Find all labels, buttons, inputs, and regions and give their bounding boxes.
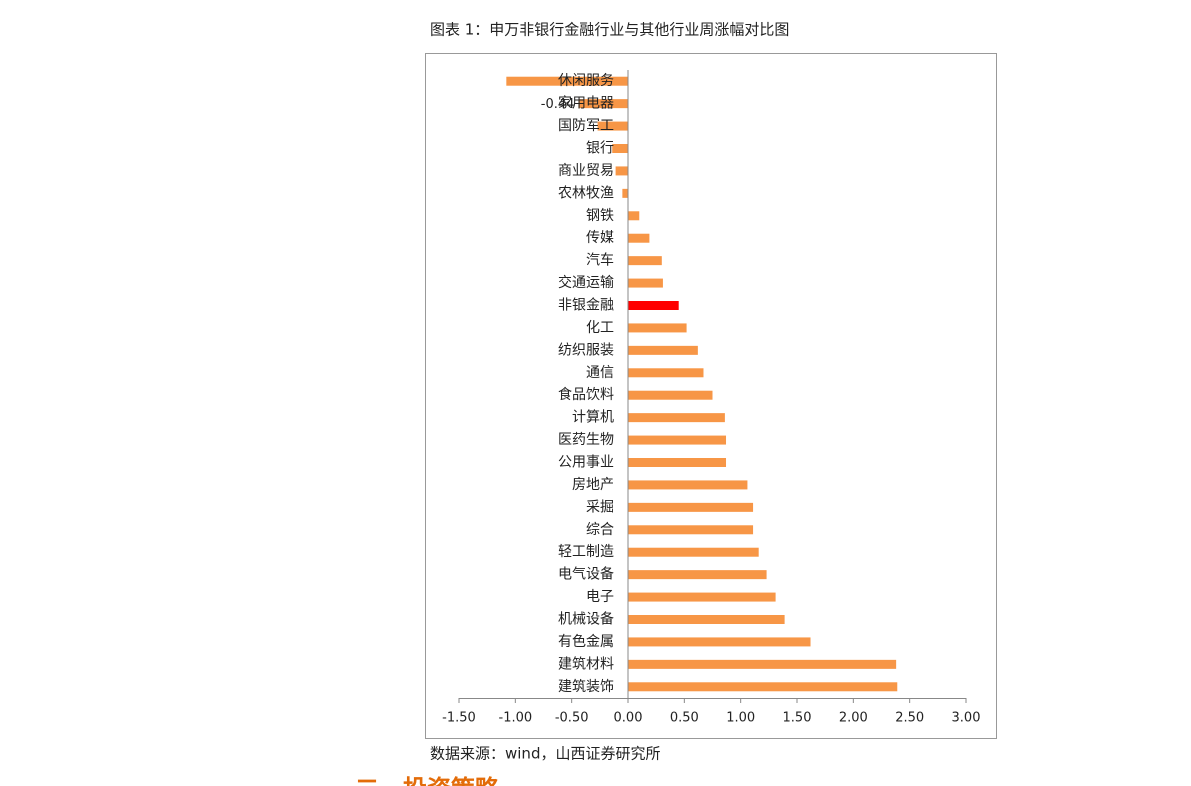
y-tick-label: 家用电器 bbox=[558, 95, 614, 112]
bar bbox=[628, 233, 650, 243]
y-tick-label: 计算机 bbox=[572, 410, 614, 426]
y-tick-label: 银行 bbox=[586, 141, 614, 157]
y-tick-label: 机械设备 bbox=[558, 611, 614, 628]
y-tick-label: 通信 bbox=[586, 365, 614, 381]
y-tick-label: 电气设备 bbox=[558, 566, 614, 583]
bar bbox=[628, 345, 698, 355]
bar bbox=[628, 637, 811, 647]
y-tick-label: 食品饮料 bbox=[558, 386, 614, 403]
bar bbox=[628, 547, 759, 557]
bar bbox=[628, 458, 727, 467]
y-tick-label: 非银金融 bbox=[558, 298, 614, 314]
bar bbox=[628, 659, 897, 669]
y-tick-label: 公用事业 bbox=[558, 455, 614, 471]
bar bbox=[612, 144, 628, 153]
y-tick-label: 化工 bbox=[586, 320, 614, 336]
bar bbox=[628, 592, 776, 602]
bar bbox=[628, 502, 754, 512]
y-tick-label: 建筑材料 bbox=[558, 656, 614, 672]
y-tick-label: 建筑装饰 bbox=[558, 679, 614, 695]
bar bbox=[506, 76, 628, 86]
y-tick-label: 传媒 bbox=[586, 230, 614, 246]
y-tick-label: 综合 bbox=[586, 522, 614, 538]
x-tick-label: 0.50 bbox=[670, 711, 699, 726]
bar bbox=[628, 570, 767, 580]
bar bbox=[628, 682, 898, 692]
y-tick-label: 医药生物 bbox=[558, 432, 614, 448]
y-tick-label: 采掘 bbox=[586, 499, 614, 515]
bar bbox=[628, 256, 662, 266]
y-tick-label: 汽车 bbox=[586, 252, 614, 269]
source-note: 数据来源：wind，山西证券研究所 bbox=[430, 745, 660, 763]
y-tick-label: 电子 bbox=[586, 589, 614, 605]
x-tick-label: 0.00 bbox=[614, 711, 643, 726]
data-label: -0.44 bbox=[541, 97, 575, 112]
y-tick-label: 房地产 bbox=[572, 477, 614, 493]
bar bbox=[628, 301, 679, 310]
bar bbox=[597, 121, 628, 131]
x-tick-label: -0.50 bbox=[555, 711, 589, 726]
x-tick-label: -1.50 bbox=[442, 711, 476, 726]
y-tick-label: 国防军工 bbox=[558, 118, 614, 134]
bar bbox=[628, 368, 704, 378]
bar bbox=[628, 413, 725, 423]
bar bbox=[628, 390, 713, 400]
figure-caption: 图表 1：申万非银行金融行业与其他行业周涨幅对比图 bbox=[430, 21, 789, 39]
y-tick-label: 交通运输 bbox=[558, 274, 614, 291]
chart-frame bbox=[425, 53, 997, 739]
bar bbox=[628, 278, 663, 288]
y-tick-label: 轻工制造 bbox=[558, 544, 614, 560]
bar bbox=[578, 99, 628, 109]
y-tick-label: 纺织服装 bbox=[558, 342, 614, 358]
y-tick-label: 有色金属 bbox=[558, 633, 614, 650]
y-tick-label: 商业贸易 bbox=[558, 163, 614, 179]
bar bbox=[628, 480, 748, 490]
bar bbox=[628, 525, 754, 535]
x-tick-label: 1.00 bbox=[726, 711, 755, 726]
bar bbox=[615, 166, 628, 176]
x-tick-label: 3.00 bbox=[952, 711, 981, 726]
x-tick-label: 2.00 bbox=[839, 711, 868, 726]
bar bbox=[628, 615, 785, 624]
bar bbox=[628, 323, 687, 333]
y-tick-label: 钢铁 bbox=[586, 208, 614, 224]
y-tick-label: 农林牧渔 bbox=[558, 185, 614, 201]
section-heading: 二、投资策略 bbox=[355, 775, 500, 786]
x-tick-label: -1.00 bbox=[499, 711, 533, 726]
bar bbox=[628, 211, 640, 221]
x-tick-label: 2.50 bbox=[895, 711, 924, 726]
bar bbox=[622, 188, 628, 198]
y-tick-label: 休闲服务 bbox=[558, 73, 614, 89]
x-tick-label: 1.50 bbox=[783, 711, 812, 726]
bar bbox=[628, 435, 727, 445]
